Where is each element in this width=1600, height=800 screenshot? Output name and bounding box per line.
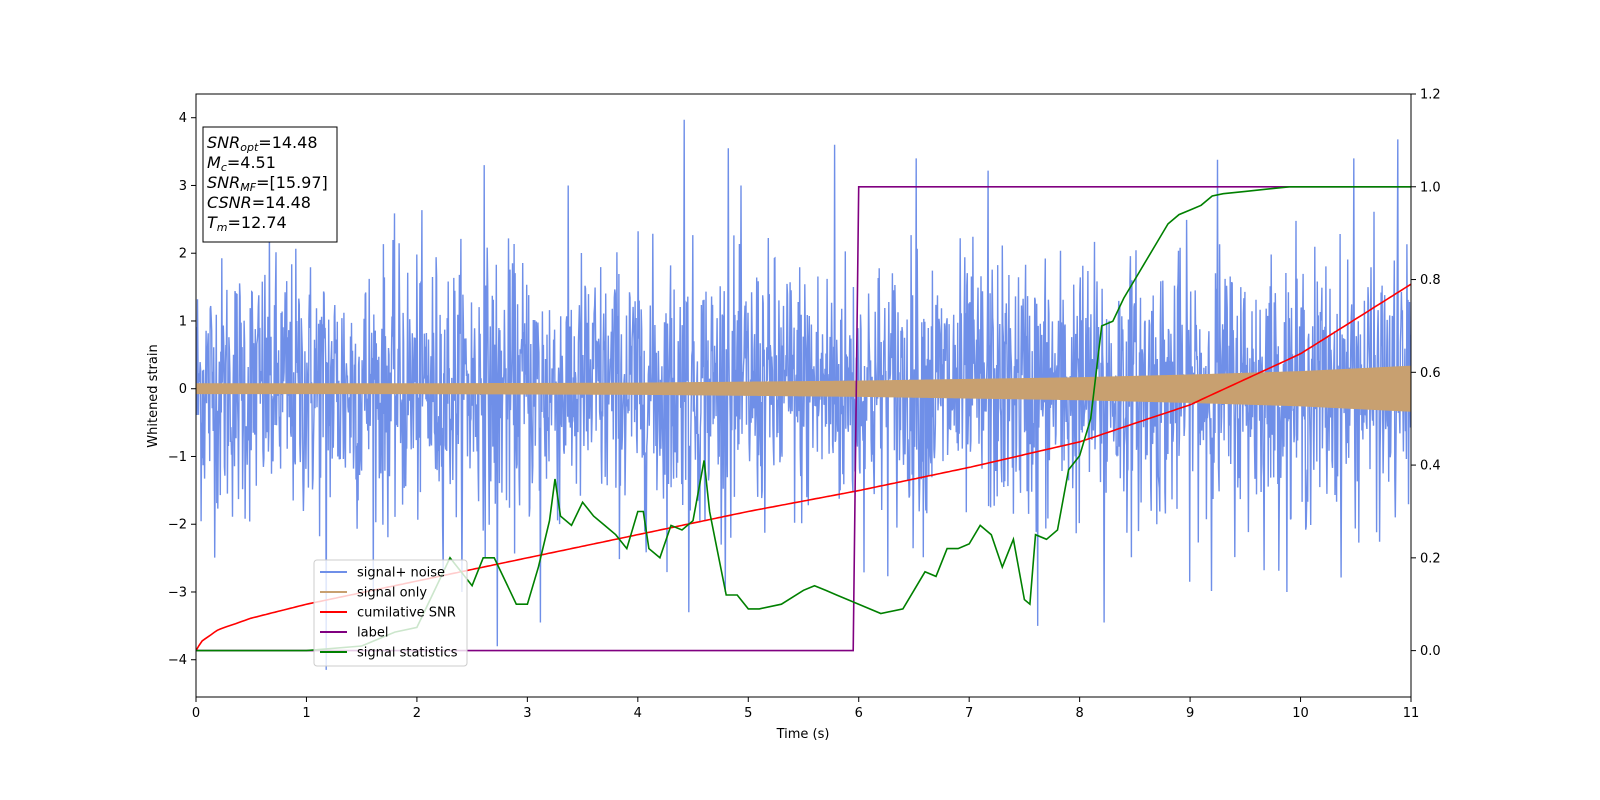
y-right-tick-label: 0.2	[1420, 551, 1441, 566]
x-tick-label: 9	[1186, 706, 1194, 721]
x-tick-label: 3	[523, 706, 531, 721]
legend: signal+ noise signal only cumilative SNR la…	[313, 559, 468, 667]
x-tick-label: 10	[1292, 706, 1309, 721]
y-left-tick-label: 4	[179, 111, 187, 126]
signal-only-series	[196, 365, 1411, 412]
legend-label-cumilative-snr: cumilative SNR	[357, 606, 456, 621]
y-right-tick-label: 0.8	[1420, 273, 1441, 288]
y-left-tick-label: 1	[179, 314, 187, 329]
y-left-tick-label: −1	[168, 450, 187, 465]
legend-frame	[313, 559, 468, 667]
legend-label-label: label	[357, 626, 388, 641]
info-box-line: Mc=4.51	[207, 153, 276, 174]
y-left-tick-label: −3	[168, 585, 187, 600]
legend-label-signal-statistics: signal statistics	[357, 646, 458, 661]
x-tick-label: 7	[965, 706, 973, 721]
y-right-tick-label: 1.2	[1420, 88, 1441, 103]
x-axis-ticks: 0 1 2 3 4 5 6 7 8 9 10 11	[192, 697, 1419, 721]
y-left-axis-ticks: 4 3 2 1 0 −1 −2 −3 −4	[168, 111, 196, 668]
x-tick-label: 6	[855, 706, 863, 721]
y-left-tick-label: 3	[179, 179, 187, 194]
label-line	[196, 186, 1411, 652]
y-left-tick-label: −4	[168, 653, 187, 668]
y-left-tick-label: 2	[179, 247, 187, 262]
legend-label-signal-noise: signal+ noise	[357, 566, 445, 581]
info-box-line: SNRopt=14.48	[207, 133, 318, 154]
info-box-line: CSNR=14.48	[207, 193, 311, 212]
y-left-tick-label: 0	[179, 382, 187, 397]
info-box-frame	[202, 126, 338, 243]
x-tick-label: 1	[302, 706, 310, 721]
y-right-axis-ticks: 1.2 1.0 0.8 0.6 0.4 0.2 0.0	[1411, 88, 1441, 659]
y-axis-label: Whitened strain	[146, 344, 161, 447]
x-tick-label: 4	[634, 706, 642, 721]
signal-statistics-line	[196, 186, 1411, 652]
x-tick-label: 0	[192, 706, 200, 721]
info-box-line: Tm=12.74	[207, 213, 287, 234]
x-tick-label: 11	[1403, 706, 1420, 721]
y-right-tick-label: 0.6	[1420, 366, 1441, 381]
y-right-tick-label: 0.0	[1420, 644, 1441, 659]
y-right-tick-label: 0.4	[1420, 459, 1441, 474]
y-right-tick-label: 1.0	[1420, 180, 1441, 195]
info-box: SNRopt=14.48Mc=4.51SNRMF=[15.97]CSNR=14.…	[202, 126, 338, 243]
legend-label-signal-only: signal only	[357, 586, 427, 601]
info-box-line: SNRMF=[15.97]	[207, 173, 328, 194]
x-tick-label: 8	[1075, 706, 1083, 721]
plot-frame	[195, 93, 1412, 698]
signal-only-line	[196, 365, 1411, 412]
x-tick-label: 2	[413, 706, 421, 721]
x-tick-label: 5	[744, 706, 752, 721]
x-axis-label: Time (s)	[776, 727, 830, 742]
y-left-tick-label: −2	[168, 518, 187, 533]
